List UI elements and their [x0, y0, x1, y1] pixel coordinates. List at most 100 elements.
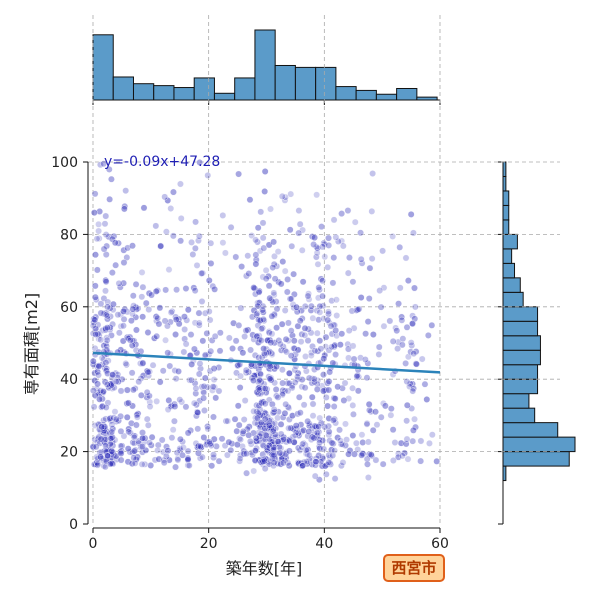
scatter-point	[333, 312, 341, 319]
scatter-point	[93, 362, 101, 370]
scatter-point	[164, 322, 171, 330]
scatter-point	[178, 398, 186, 406]
scatter-point	[300, 458, 308, 466]
scatter-point	[103, 342, 110, 350]
scatter-point	[255, 386, 263, 394]
scatter-point	[219, 212, 227, 219]
scatter-point	[377, 303, 385, 311]
scatter-point	[424, 332, 432, 339]
main-axes: 0 20 40 60 0 20 40 60 80 100	[51, 155, 449, 552]
scatter-point	[410, 426, 417, 434]
scatter-point	[176, 435, 184, 443]
scatter-point	[102, 251, 110, 258]
scatter-point	[95, 371, 102, 379]
scatter-point	[101, 220, 109, 228]
scatter-point	[246, 438, 254, 445]
top-hist-bar	[335, 86, 357, 101]
scatter-point	[139, 434, 147, 442]
scatter-point	[314, 377, 322, 384]
scatter-point	[227, 223, 235, 231]
scatter-point	[102, 278, 110, 286]
scatter-point	[322, 333, 330, 341]
scatter-point	[232, 253, 240, 261]
scatter-point	[409, 437, 417, 445]
scatter-point	[104, 357, 112, 365]
scatter-point	[373, 421, 381, 429]
scatter-point	[253, 414, 261, 422]
scatter-point	[198, 270, 205, 277]
scatter-point	[143, 388, 151, 396]
scatter-point	[329, 279, 337, 287]
scatter-point	[153, 397, 161, 405]
scatter-point	[230, 319, 237, 327]
scatter-point	[331, 475, 339, 483]
scatter-point	[344, 269, 352, 277]
scatter-point	[133, 326, 140, 334]
scatter-point	[162, 336, 169, 344]
scatter-point	[327, 322, 335, 330]
scatter-point	[304, 292, 312, 300]
scatter-point	[164, 406, 172, 413]
scatter-point	[92, 330, 99, 338]
scatter-point	[117, 322, 125, 330]
scatter-point	[317, 345, 325, 353]
scatter-point	[245, 423, 253, 431]
scatter-point	[354, 387, 362, 395]
scatter-point	[205, 351, 213, 358]
scatter-point	[206, 367, 214, 375]
scatter-point	[200, 394, 207, 402]
scatter-point	[403, 401, 411, 409]
scatter-point	[363, 455, 371, 463]
scatter-point	[117, 387, 125, 395]
scatter-point	[268, 438, 276, 446]
scatter-point	[250, 407, 258, 415]
scatter-point	[211, 332, 219, 340]
top-hist-bar	[112, 76, 134, 101]
scatter-point	[355, 305, 363, 313]
scatter-point	[342, 420, 349, 428]
scatter-point	[225, 334, 233, 342]
scatter-point	[294, 346, 302, 354]
scatter-point	[123, 413, 131, 421]
scatter-point	[259, 273, 267, 281]
scatter-point	[218, 435, 226, 443]
scatter-point	[139, 359, 147, 367]
scatter-point	[162, 228, 170, 236]
scatter-point	[120, 259, 128, 266]
scatter-point	[268, 400, 276, 408]
scatter-point	[112, 378, 120, 386]
scatter-point	[115, 329, 123, 337]
scatter-point	[287, 327, 295, 335]
scatter-point	[151, 334, 158, 342]
scatter-point	[286, 437, 293, 445]
scatter-point	[369, 331, 377, 338]
scatter-point	[193, 261, 201, 269]
scatter-point	[283, 288, 291, 296]
scatter-point	[195, 321, 203, 329]
scatter-point	[137, 374, 145, 382]
scatter-point	[199, 337, 207, 345]
scatter-point	[148, 291, 155, 299]
scatter-point	[292, 422, 300, 430]
scatter-point	[191, 345, 198, 353]
scatter-point	[386, 317, 394, 325]
scatter-point	[163, 443, 170, 451]
scatter-point	[310, 434, 318, 442]
scatter-point	[337, 440, 345, 448]
scatter-point	[380, 400, 387, 407]
scatter-point	[188, 238, 195, 246]
scatter-point	[363, 374, 371, 382]
scatter-point	[428, 431, 436, 439]
scatter-point	[365, 295, 373, 302]
scatter-point	[285, 369, 293, 377]
scatter-point	[364, 359, 372, 367]
right-hist-bar	[502, 393, 530, 409]
scatter-point	[124, 335, 132, 342]
scatter-point	[144, 421, 152, 429]
scatter-point	[410, 385, 417, 392]
top-hist-bar	[213, 92, 236, 101]
scatter-point	[167, 309, 175, 316]
scatter-point	[311, 422, 319, 430]
scatter-point	[325, 428, 333, 436]
scatter-point	[276, 340, 284, 348]
